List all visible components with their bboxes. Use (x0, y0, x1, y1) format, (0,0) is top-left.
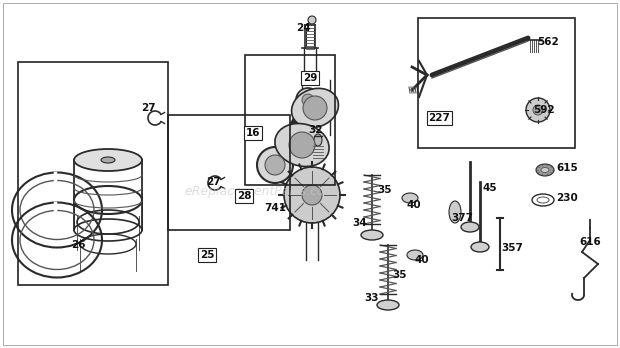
Text: 592: 592 (533, 105, 555, 115)
Text: 377: 377 (451, 213, 473, 223)
Ellipse shape (541, 167, 549, 173)
Text: 27: 27 (206, 177, 220, 187)
Text: 227: 227 (428, 113, 450, 123)
Ellipse shape (461, 222, 479, 232)
Ellipse shape (275, 124, 329, 166)
Text: 28: 28 (237, 191, 251, 201)
Ellipse shape (74, 149, 142, 171)
Text: 25: 25 (200, 250, 215, 260)
Text: 741: 741 (264, 203, 286, 213)
Text: 16: 16 (246, 128, 260, 138)
Circle shape (257, 147, 293, 183)
Ellipse shape (314, 134, 322, 146)
Circle shape (284, 167, 340, 223)
Circle shape (296, 88, 320, 112)
Bar (18, 62, 168, 285)
Ellipse shape (471, 242, 489, 252)
Circle shape (302, 94, 314, 106)
Circle shape (289, 132, 315, 158)
Circle shape (533, 105, 543, 115)
Text: 357: 357 (501, 243, 523, 253)
Text: 26: 26 (71, 240, 86, 250)
Ellipse shape (101, 157, 115, 163)
Text: 616: 616 (579, 237, 601, 247)
Text: 615: 615 (556, 163, 578, 173)
Bar (418, 18, 575, 148)
Ellipse shape (377, 300, 399, 310)
Text: 45: 45 (483, 183, 497, 193)
Text: 33: 33 (365, 293, 379, 303)
Text: 40: 40 (415, 255, 429, 265)
Text: 29: 29 (303, 73, 317, 83)
Ellipse shape (402, 193, 418, 203)
Text: 32: 32 (309, 125, 323, 135)
Circle shape (526, 98, 550, 122)
Circle shape (308, 16, 316, 24)
Text: 27: 27 (141, 103, 156, 113)
Ellipse shape (536, 164, 554, 176)
Circle shape (302, 185, 322, 205)
Ellipse shape (449, 201, 461, 223)
Text: eReplacementParts.com: eReplacementParts.com (184, 185, 337, 198)
Bar (168, 115, 290, 230)
Bar (245, 55, 335, 185)
Text: 35: 35 (378, 185, 392, 195)
Text: 562: 562 (537, 37, 559, 47)
Text: 24: 24 (296, 23, 311, 33)
Ellipse shape (407, 250, 423, 260)
Circle shape (265, 155, 285, 175)
Text: 230: 230 (556, 193, 578, 203)
Text: 34: 34 (353, 218, 367, 228)
Ellipse shape (291, 88, 339, 128)
Ellipse shape (361, 230, 383, 240)
Text: 40: 40 (407, 200, 422, 210)
Text: 35: 35 (392, 270, 407, 280)
Circle shape (303, 96, 327, 120)
